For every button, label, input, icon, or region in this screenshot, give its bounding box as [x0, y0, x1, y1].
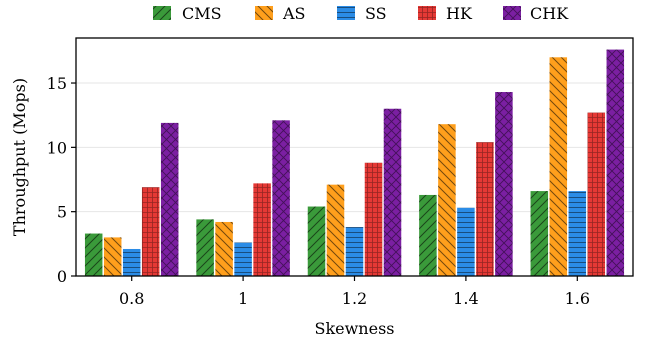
y-tick-label: 5 [57, 203, 67, 222]
legend-label: HK [446, 4, 473, 23]
y-tick-label: 15 [47, 74, 67, 93]
bar-hatch [587, 112, 606, 277]
legend-item-cms: CMS [153, 4, 222, 23]
bar-hatch [438, 124, 456, 276]
legend-label: CMS [182, 4, 222, 23]
bar-hk-1.2 [364, 162, 383, 276]
legend-item-ss: SS [337, 4, 387, 23]
bar-hk-1.4 [476, 142, 494, 276]
legend-item-chk: CHK [503, 4, 569, 23]
bar-hatch [234, 242, 252, 276]
bar-hatch [326, 184, 345, 276]
bar-hatch [307, 206, 326, 276]
legend-swatch-hatch [153, 6, 171, 20]
bar-cms-0.8 [84, 233, 103, 276]
bar-hatch [215, 221, 233, 276]
legend-label: SS [365, 4, 387, 23]
legend-swatch-hatch [418, 6, 436, 20]
bar-hatch [364, 162, 383, 276]
legend-swatch-hatch [255, 6, 273, 20]
bar-ss-1.4 [457, 207, 475, 276]
y-tick-label: 10 [47, 138, 67, 157]
bar-hatch [383, 108, 402, 276]
bar-hatch [419, 194, 437, 276]
legend-swatch-hatch [503, 6, 521, 20]
legend-item-as: AS [255, 4, 306, 23]
bar-hatch [160, 122, 179, 276]
bar-ss-1.2 [345, 227, 364, 276]
bar-hatch [196, 219, 214, 276]
bar-hatch [253, 183, 271, 276]
bar-as-1.6 [549, 57, 568, 276]
bar-hatch [103, 237, 122, 276]
bar-chk-1 [272, 120, 290, 276]
bar-cms-1.6 [530, 191, 549, 276]
bar-hatch [606, 49, 625, 277]
bar-as-0.8 [103, 237, 122, 276]
bar-hatch [345, 227, 364, 276]
bar-hatch [272, 120, 290, 276]
bar-hk-1.6 [587, 112, 606, 277]
bar-ss-1.6 [568, 191, 587, 276]
bar-ss-0.8 [122, 248, 141, 276]
legend-label: AS [282, 4, 306, 23]
bar-hk-1 [253, 183, 271, 276]
bar-as-1 [215, 221, 233, 276]
x-tick-label: 1.6 [565, 289, 590, 308]
bar-hatch [457, 207, 475, 276]
bar-chk-1.6 [606, 49, 625, 277]
bar-as-1.4 [438, 124, 456, 276]
y-axis: 0 5 10 15 [47, 74, 76, 286]
bar-hatch [495, 92, 513, 276]
bar-hatch [476, 142, 494, 276]
x-tick-label: 0.8 [119, 289, 144, 308]
bar-chk-1.2 [383, 108, 402, 276]
bar-hk-0.8 [141, 187, 160, 276]
legend-item-hk: HK [418, 4, 473, 23]
bar-cms-1.4 [419, 194, 437, 276]
x-axis-title: Skewness [314, 319, 394, 338]
bar-cms-1.2 [307, 206, 326, 276]
y-tick-label: 0 [57, 267, 67, 286]
x-tick-label: 1.2 [342, 289, 367, 308]
y-axis-title: Throughput (Mops) [10, 78, 29, 236]
bar-ss-1 [234, 242, 252, 276]
x-tick-label: 1.4 [453, 289, 478, 308]
legend-label: CHK [530, 4, 569, 23]
bar-as-1.2 [326, 184, 345, 276]
bar-hatch [122, 248, 141, 276]
bar-hatch [568, 191, 587, 276]
x-axis: 0.8 1 1.2 1.4 1.6 [119, 276, 590, 308]
gridlines [76, 82, 633, 213]
legend: CMS AS SS HK CHK [153, 4, 569, 23]
bar-chk-0.8 [160, 122, 179, 276]
bar-hatch [549, 57, 568, 276]
bar-hatch [530, 191, 549, 276]
x-tick-label: 1 [238, 289, 248, 308]
bar-hatch [84, 233, 103, 276]
bar-cms-1 [196, 219, 214, 276]
legend-swatch-hatch [337, 6, 355, 20]
bar-chk-1.4 [495, 92, 513, 276]
bar-hatch [141, 187, 160, 276]
bars [84, 49, 625, 277]
